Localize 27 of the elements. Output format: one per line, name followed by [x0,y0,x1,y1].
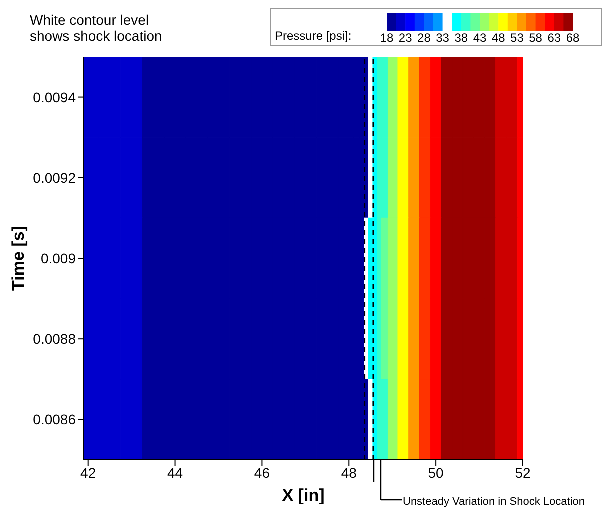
x-tick-label: 46 [254,464,270,481]
y-tick-label: 0.0092 [33,170,76,186]
color-bar-title: Pressure [psi]: [275,29,352,43]
x-tick-label: 44 [167,464,184,481]
x-tick-label: 50 [428,464,444,481]
color-bar-label: 63 [548,31,562,45]
x-tick-label: 52 [515,464,531,481]
color-bar-label: 38 [454,31,468,45]
y-tick-label: 0.0094 [33,89,76,106]
chart-title: White contour level shows shock location [30,12,164,44]
color-bar-label: 18 [380,31,394,45]
color-bar-label: 53 [510,31,524,45]
x-tick-label: 48 [341,464,358,481]
color-bar-label: 68 [566,31,580,45]
color-bar-label: 48 [492,31,506,45]
color-bar-label: 43 [473,31,487,45]
y-tick-label: 0.0088 [33,331,76,348]
color-bar-label: 33 [436,31,450,45]
text: Unsteady Variation in Shock Location [403,496,586,508]
y-tick-label: 0.009 [40,250,76,266]
color-bar-label: 28 [418,31,432,45]
y-axis-title: Time [s] [9,226,28,291]
color-bar-label: 23 [398,31,413,45]
color-bar-label: 58 [529,31,543,45]
y-tick-label: 0.0086 [33,412,76,428]
x-axis-title: X [in] [282,486,325,505]
x-tick-label: 42 [80,464,96,481]
